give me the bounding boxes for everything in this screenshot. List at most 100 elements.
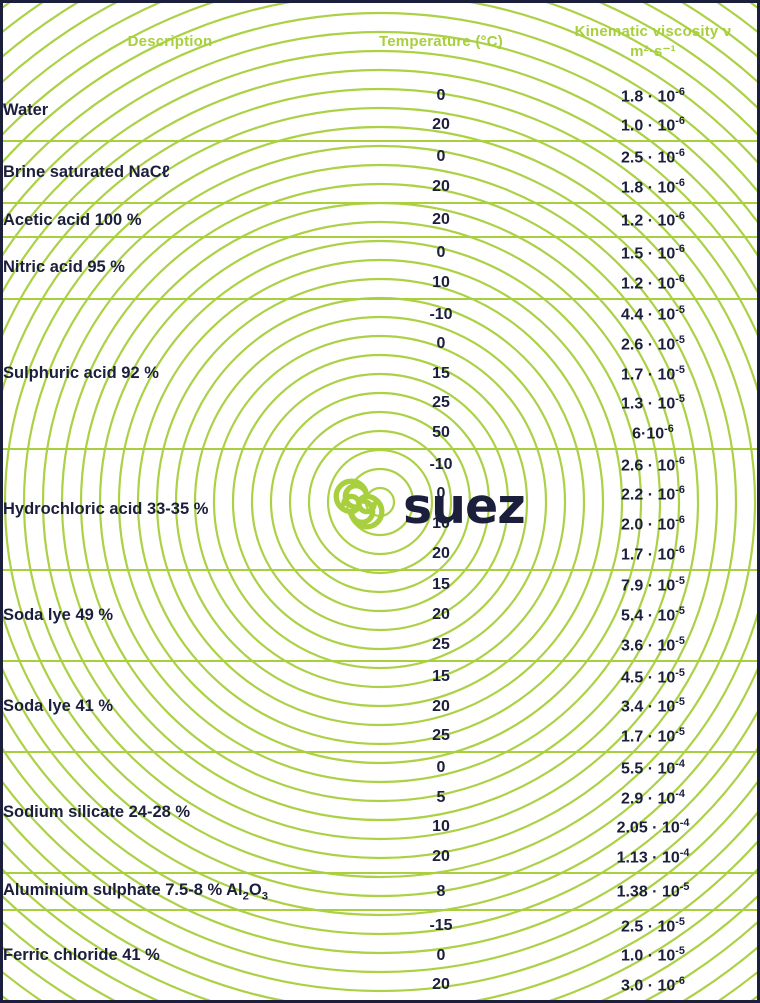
cell-viscosity-group: 1.8 · 10-6 1.0 · 10-6 [549,81,757,141]
cell-temperature-group: 15 20 25 [333,570,549,661]
cell-description: Ferric chloride 41 % [3,946,160,965]
table-row: Water 0 20 1.8 · 10-6 1.0 · 10-6 [3,81,757,142]
cell-temperature-group: 0 5 10 20 [333,752,549,873]
cell-temperature-group: 20 [333,203,549,237]
cell-temperature-group: 15 20 25 [333,661,549,752]
cell-viscosity-group: 2.5 · 10-6 1.8 · 10-6 [549,141,757,203]
viscosity-value: 4.4 · 10-5 [621,304,685,324]
cell-viscosity-group: 1.2 · 10-6 [549,203,757,237]
cell-temperature-group: 8 [333,873,549,910]
cell-description: Brine saturated NaCℓ [3,162,170,181]
column-header-description: Description [127,32,213,50]
cell-viscosity-group: 4.4 · 10-5 2.6 · 10-5 1.7 · 10-5 1.3 · 10-5… [549,299,757,449]
table-row: Aluminium sulphate 7.5-8 % Al2O3 8 1.38 · … [3,873,757,911]
temperature-value: -10 [429,305,453,323]
table-row: Sulphuric acid 92 % -10 0 15 25 50 4.4 · 10-5 2… [3,299,757,449]
temperature-value: 25 [432,635,450,653]
viscosity-value: 1.3 · 10-5 [621,393,685,413]
table-row: Soda lye 49 % 15 20 25 7.9 · 10-5 5.4 · 10-5 3… [3,570,757,661]
cell-temperature-group: 0 20 [333,141,549,203]
temperature-value: 20 [432,697,450,715]
viscosity-value: 3.6 · 10-5 [621,634,685,655]
viscosity-value: 3.0 · 10-6 [621,975,685,995]
viscosity-value: 2.2 · 10-6 [621,484,685,504]
cell-temperature-group: -10 0 10 20 [333,449,549,570]
viscosity-value: 1.7 · 10-5 [621,363,685,384]
viscosity-value: 2.0 · 10-6 [621,513,685,534]
cell-description: Nitric acid 95 % [3,258,125,277]
cell-viscosity-group: 2.5 · 10-5 1.0 · 10-5 3.0 · 10-6 [549,910,757,1000]
temperature-value: 8 [436,882,446,900]
table-row: Brine saturated NaCℓ 0 20 2.5 · 10-6 1.8 · 1… [3,141,757,204]
viscosity-value: 1.38 · 10-5 [616,881,690,901]
temperature-value: 20 [432,211,450,229]
table-row: Ferric chloride 41 % -15 0 20 2.5 · 10-5 1.0 … [3,910,757,1000]
cell-viscosity-group: 1.38 · 10-5 [549,873,757,910]
cell-temperature-group: 0 20 [333,81,549,141]
viscosity-header-line2: m²·s⁻¹ [630,43,676,60]
temperature-value: 20 [432,116,450,134]
temperature-value: 5 [436,788,446,806]
temperature-value: 50 [432,424,450,442]
table-row: Nitric acid 95 % 0 10 1.5 · 10-6 1.2 · 10-6 [3,237,757,299]
temperature-value: 0 [436,243,446,261]
temperature-value: -15 [429,916,453,934]
table-body: Water 0 20 1.8 · 10-6 1.0 · 10-6 Brine satura… [3,81,757,1000]
cell-viscosity-group: 5.5 · 10-4 2.9 · 10-4 2.05 · 10-4 1.13 · 10… [549,752,757,873]
cell-description: Hydrochloric acid 33-35 % [3,499,209,518]
temperature-value: 0 [436,485,446,503]
temperature-value: 15 [432,576,450,594]
viscosity-value: 1.8 · 10-6 [621,177,685,197]
viscosity-value: 1.5 · 10-6 [621,242,685,263]
table-row: Acetic acid 100 % 20 1.2 · 10-6 [3,203,757,237]
viscosity-value: 1.7 · 10-6 [621,543,685,563]
table-row: Hydrochloric acid 33-35 % -10 0 10 20 2.6 · 1… [3,449,757,570]
temperature-value: 0 [436,335,446,353]
temperature-value: 25 [432,727,450,745]
temperature-value: 0 [436,86,446,104]
kinematic-viscosity-table: Description Temperature (°C) Kinematic v… [3,3,757,1000]
temperature-value: 10 [432,273,450,291]
viscosity-value: 6·10-6 [632,422,674,443]
cell-viscosity-group: 2.6 · 10-6 2.2 · 10-6 2.0 · 10-6 1.7 · 10-6 [549,449,757,570]
temperature-value: -10 [429,455,453,473]
temperature-value: 15 [432,364,450,382]
cell-viscosity-group: 1.5 · 10-6 1.2 · 10-6 [549,237,757,299]
viscosity-value: 2.5 · 10-6 [621,147,685,167]
temperature-value: 10 [432,818,450,836]
viscosity-value: 1.13 · 10-4 [616,846,690,867]
viscosity-value: 2.5 · 10-5 [621,915,685,936]
cell-description: Acetic acid 100 % [3,210,142,229]
viscosity-value: 4.5 · 10-5 [621,666,685,686]
viscosity-value: 2.6 · 10-5 [621,334,685,354]
temperature-value: 20 [432,178,450,196]
cell-temperature-group: 0 10 [333,237,549,299]
cell-description: Sulphuric acid 92 % [3,364,159,383]
temperature-value: 0 [436,759,446,777]
viscosity-header-line1: Kinematic viscosity ν [574,22,732,40]
table-header-row: Description Temperature (°C) Kinematic v… [3,3,757,81]
viscosity-value: 2.9 · 10-4 [621,787,685,807]
table-container: Description Temperature (°C) Kinematic v… [3,3,757,1000]
cell-temperature-group: -15 0 20 [333,910,549,1000]
viscosity-value: 2.6 · 10-6 [621,454,685,474]
temperature-value: 0 [436,946,446,964]
cell-description: Sodium silicate 24-28 % [3,803,191,822]
temperature-value: 20 [432,976,450,994]
temperature-value: 25 [432,394,450,412]
viscosity-value: 1.2 · 10-6 [621,272,685,293]
viscosity-value: 1.0 · 10-5 [621,945,685,965]
cell-temperature-group: -10 0 15 25 50 [333,299,549,449]
cell-description: Soda lye 41 % [3,697,114,716]
temperature-value: 20 [432,544,450,562]
temperature-value: 20 [432,847,450,865]
viscosity-value: 1.0 · 10-6 [621,115,685,135]
column-header-temperature: Temperature (°C) [379,32,503,50]
temperature-value: 10 [432,515,450,533]
viscosity-value: 7.9 · 10-5 [621,575,685,595]
cell-description: Water [3,101,49,120]
table-row: Sodium silicate 24-28 % 0 5 10 20 5.5 · 10-4 2… [3,752,757,873]
column-header-viscosity: Kinematic viscosity ν m²·s⁻¹ [549,3,757,81]
viscosity-value: 5.4 · 10-5 [621,605,685,625]
